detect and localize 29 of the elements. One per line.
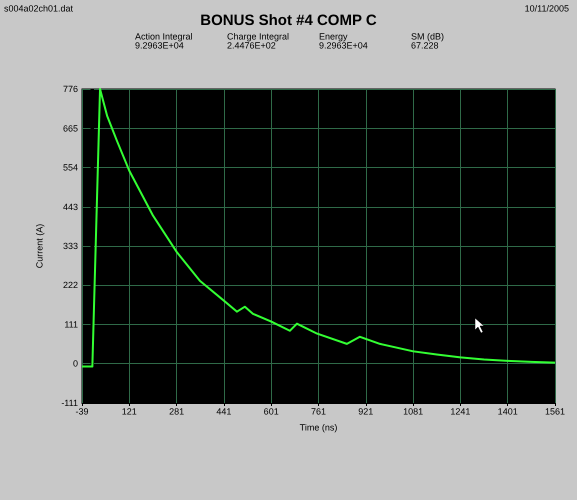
x-tick-label: 921 bbox=[358, 406, 374, 416]
y-tick-label: 222 bbox=[62, 280, 78, 290]
x-axis-title: Time (ns) bbox=[300, 422, 338, 432]
y-tick-label: 665 bbox=[62, 123, 78, 134]
y-tick-label: 333 bbox=[62, 240, 78, 251]
y-tick-label: -111 bbox=[61, 398, 78, 408]
text: Charge Integral 2.4476E+02 bbox=[227, 32, 290, 50]
x-tick-label: 441 bbox=[216, 406, 232, 416]
x-tick-label: 601 bbox=[264, 406, 279, 416]
text: s004a02ch01.dat bbox=[4, 4, 74, 14]
x-tick-label: 1561 bbox=[544, 406, 566, 416]
text: SM (dB) 67.228 bbox=[411, 32, 444, 50]
x-tick-label: 281 bbox=[169, 406, 184, 416]
y-tick-label: 776 bbox=[62, 84, 78, 94]
y-tick-label: 554 bbox=[62, 162, 78, 173]
text: Energy 9.2963E+04 bbox=[319, 32, 368, 50]
x-tick-label: 761 bbox=[310, 406, 326, 416]
x-tick-label: -39 bbox=[75, 406, 89, 416]
y-axis-title: Current (A) bbox=[34, 224, 44, 268]
chart-title: BONUS Shot #4 COMP C bbox=[200, 12, 377, 29]
x-tick-label: 1081 bbox=[403, 406, 424, 416]
x-tick-label: 121 bbox=[122, 406, 137, 416]
x-tick-label: 1401 bbox=[498, 406, 518, 416]
y-tick-label: 443 bbox=[62, 202, 78, 212]
text: Action Integral 9.2963E+04 bbox=[135, 32, 193, 50]
x-tick-label: 1241 bbox=[450, 406, 470, 416]
text: 10/11/2005 bbox=[524, 4, 570, 14]
y-tick-label: 111 bbox=[64, 319, 78, 330]
y-tick-label: 0 bbox=[72, 358, 78, 369]
